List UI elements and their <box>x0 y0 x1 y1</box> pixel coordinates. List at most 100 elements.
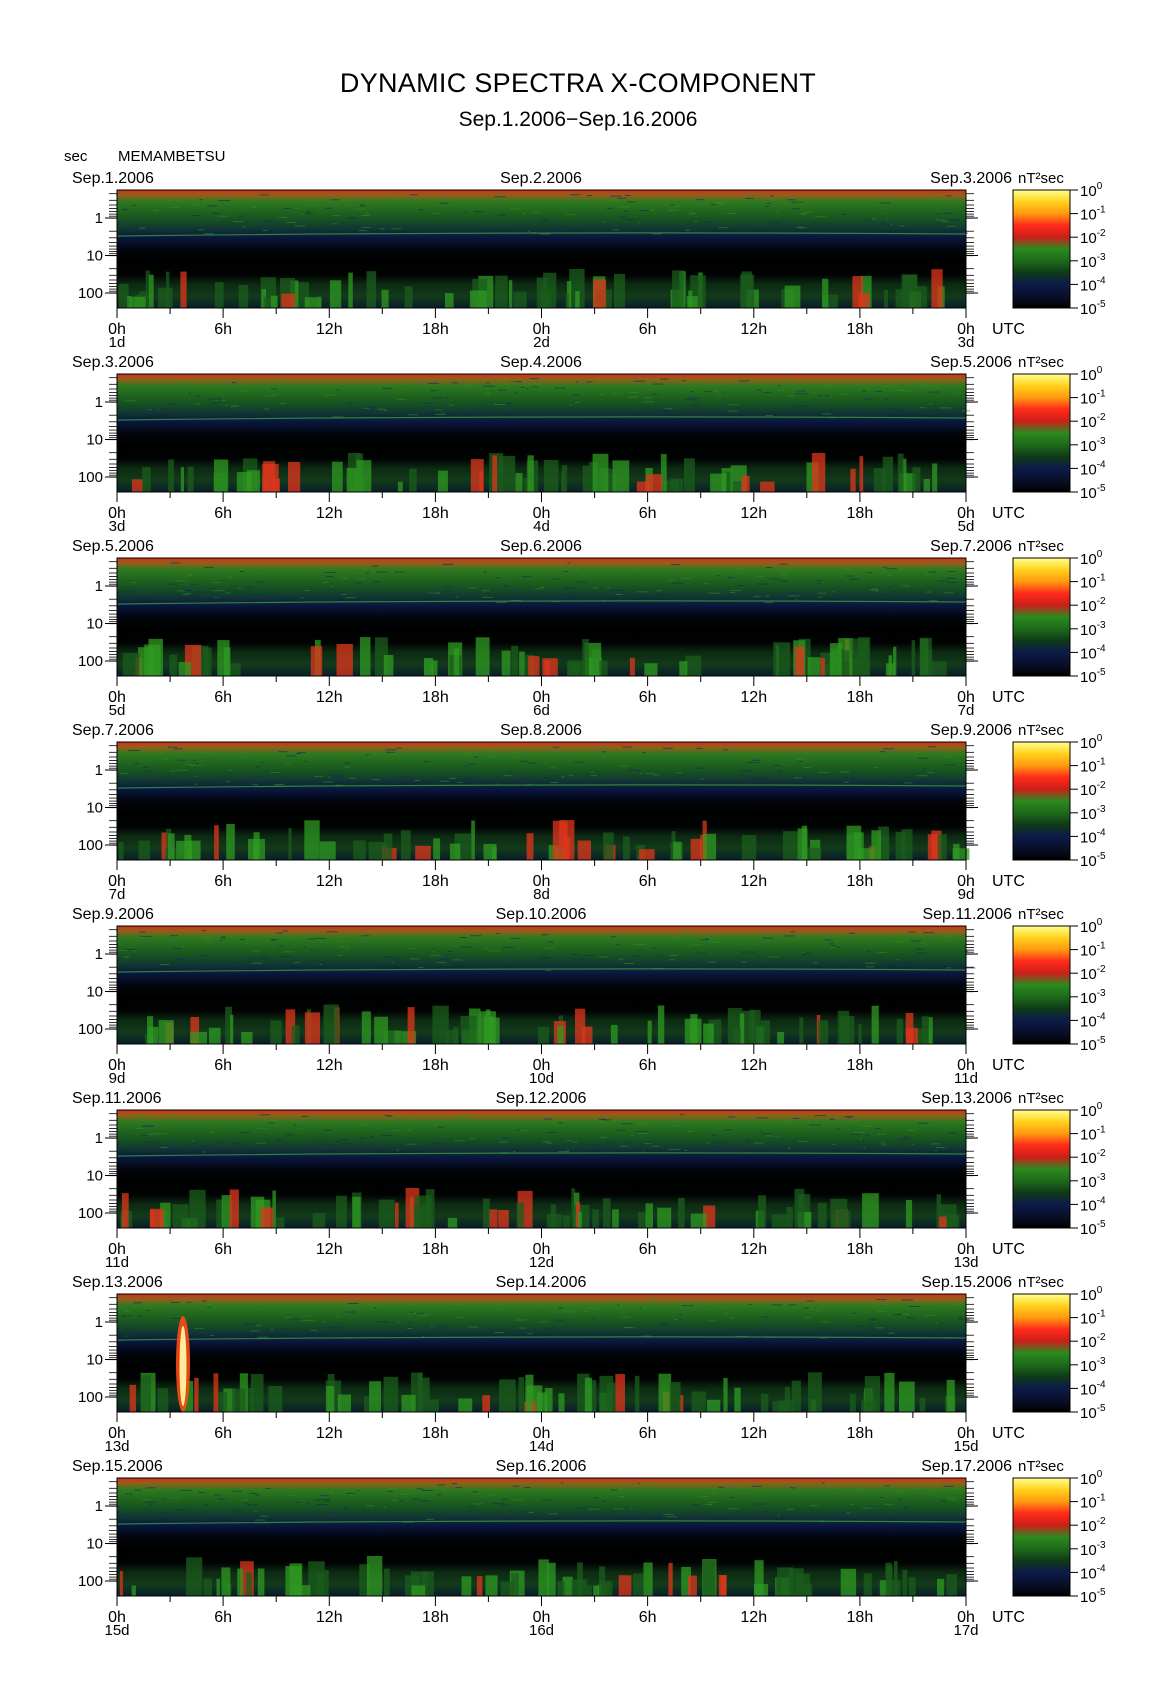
spectral-noise <box>800 201 803 203</box>
spectral-noise <box>945 936 954 938</box>
spectral-noise <box>146 1141 158 1143</box>
spectral-noise <box>469 1505 475 1507</box>
spectral-noise <box>418 209 424 211</box>
spectral-noise <box>527 230 531 232</box>
activity-burst <box>952 848 970 860</box>
spectral-noise <box>125 1493 133 1495</box>
spectral-noise <box>453 1304 465 1306</box>
spectral-noise <box>623 1327 632 1328</box>
spectral-noise <box>646 597 653 599</box>
spectral-noise <box>482 385 495 387</box>
x-tick-label: 18h <box>847 1057 874 1074</box>
spectral-noise <box>493 1503 504 1504</box>
spectral-noise <box>275 195 280 197</box>
spectral-noise <box>630 1508 633 1510</box>
activity-burst <box>485 1575 498 1596</box>
spectral-noise <box>943 212 953 214</box>
spectral-noise <box>814 1115 826 1117</box>
spectral-noise <box>935 1322 939 1324</box>
spectral-noise <box>685 229 691 231</box>
spectral-noise <box>261 957 265 959</box>
spectral-noise <box>879 202 891 204</box>
spectral-noise <box>454 945 458 946</box>
activity-burst <box>582 465 590 492</box>
x-tick-label: 18h <box>422 1609 449 1626</box>
activity-burst <box>515 473 523 492</box>
spectral-noise <box>188 392 191 394</box>
spectral-noise <box>919 385 926 387</box>
spectral-noise <box>571 227 581 229</box>
spectral-noise <box>232 962 239 964</box>
activity-burst <box>639 849 655 860</box>
spectral-noise <box>386 1488 398 1490</box>
spectral-noise <box>170 1302 180 1303</box>
spectral-noise <box>813 392 816 394</box>
spectral-noise <box>876 1311 886 1312</box>
spectral-noise <box>669 959 676 961</box>
colorbar <box>1012 373 1071 493</box>
spectral-noise <box>792 563 805 565</box>
colorbar-tick-label: 10-4 <box>1080 459 1106 478</box>
colorbar-tick-label: 10-4 <box>1080 643 1106 662</box>
activity-burst <box>323 1004 339 1044</box>
spectral-noise <box>839 1511 847 1513</box>
station-name: MEMAMBETSU <box>118 148 226 165</box>
activity-burst <box>703 1560 716 1596</box>
spectral-noise <box>197 229 204 231</box>
spectral-noise <box>684 381 692 383</box>
storm-event-core <box>179 1326 187 1406</box>
spectral-noise <box>693 210 696 212</box>
spectral-noise <box>253 950 259 952</box>
spectral-noise <box>582 1311 589 1313</box>
spectral-noise <box>213 590 225 592</box>
activity-burst <box>784 285 801 308</box>
x-tick-label: 6h <box>214 873 232 890</box>
activity-burst <box>447 1217 458 1228</box>
spectral-noise <box>517 388 524 389</box>
activity-burst <box>539 289 552 308</box>
spectral-noise <box>469 1138 476 1140</box>
spectral-noise <box>284 1335 294 1337</box>
spectral-noise <box>886 218 889 220</box>
spectral-noise <box>636 1132 649 1134</box>
spectral-noise <box>821 1127 824 1129</box>
activity-burst <box>612 460 630 492</box>
spectral-noise <box>278 751 288 753</box>
spectral-noise <box>672 1125 680 1127</box>
spectral-noise <box>407 947 415 949</box>
spectral-noise <box>395 398 407 400</box>
spectral-noise <box>343 762 352 764</box>
spectral-noise <box>485 1150 489 1152</box>
day-label: 8d <box>533 886 550 903</box>
y-tick-label: 10 <box>86 1352 103 1369</box>
spectral-noise <box>871 1328 878 1330</box>
colorbar-tick-label: 10-1 <box>1080 1493 1106 1512</box>
spectral-noise <box>561 1310 570 1312</box>
activity-burst <box>547 1562 556 1596</box>
activity-burst <box>702 833 717 860</box>
spectral-noise <box>297 1128 300 1130</box>
spectral-noise <box>380 228 385 230</box>
activity-burst <box>614 273 626 308</box>
spectral-noise <box>871 588 878 590</box>
spectral-noise <box>348 217 357 219</box>
activity-burst <box>366 271 377 308</box>
activity-burst <box>791 1380 801 1412</box>
spectral-noise <box>194 591 205 593</box>
spectral-noise <box>369 782 372 784</box>
activity-burst <box>771 1214 788 1228</box>
activity-burst <box>446 1030 459 1044</box>
day-label: 15d <box>953 1438 978 1455</box>
activity-burst <box>527 455 534 492</box>
spectral-noise <box>722 749 729 751</box>
spectral-noise <box>660 378 669 380</box>
spectral-noise <box>516 1319 527 1321</box>
spectral-noise <box>454 1154 463 1155</box>
activity-burst <box>369 1381 381 1412</box>
spectral-noise <box>825 395 829 397</box>
panel-start-date: Sep.15.2006 <box>72 1458 163 1475</box>
spectral-noise <box>606 586 610 588</box>
spectral-noise <box>252 775 260 777</box>
spectral-noise <box>531 386 539 388</box>
activity-burst <box>817 1020 829 1044</box>
